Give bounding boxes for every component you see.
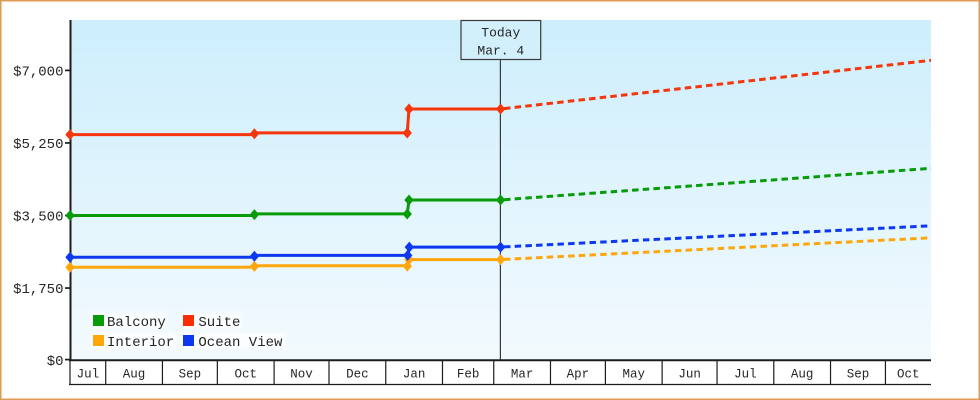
svg-text:Apr: Apr: [567, 367, 590, 381]
svg-text:$7,000: $7,000: [13, 64, 63, 80]
svg-text:Aug: Aug: [123, 367, 146, 381]
svg-text:Aug: Aug: [791, 367, 814, 381]
svg-text:Oct: Oct: [234, 367, 257, 381]
svg-text:Mar. 4: Mar. 4: [477, 44, 524, 59]
svg-text:Jul: Jul: [77, 367, 100, 381]
svg-text:Mar: Mar: [511, 367, 534, 381]
svg-text:Oct: Oct: [897, 367, 920, 381]
svg-text:$5,250: $5,250: [13, 137, 63, 153]
svg-text:Jan: Jan: [403, 367, 426, 381]
svg-text:Feb: Feb: [457, 367, 480, 381]
svg-text:Interior: Interior: [107, 335, 174, 351]
svg-text:Today: Today: [481, 26, 520, 41]
svg-text:$3,500: $3,500: [13, 210, 63, 226]
svg-text:$0: $0: [47, 354, 64, 370]
svg-text:Nov: Nov: [290, 367, 313, 381]
svg-text:Jul: Jul: [734, 367, 757, 381]
svg-text:Dec: Dec: [346, 367, 369, 381]
svg-text:Ocean View: Ocean View: [198, 335, 283, 351]
svg-text:Sep: Sep: [179, 367, 202, 381]
svg-text:Suite: Suite: [198, 315, 240, 331]
svg-text:Balcony: Balcony: [107, 315, 166, 331]
svg-text:May: May: [623, 367, 646, 381]
svg-text:$1,750: $1,750: [13, 282, 63, 298]
svg-text:Sep: Sep: [847, 367, 870, 381]
svg-text:Jun: Jun: [678, 367, 701, 381]
